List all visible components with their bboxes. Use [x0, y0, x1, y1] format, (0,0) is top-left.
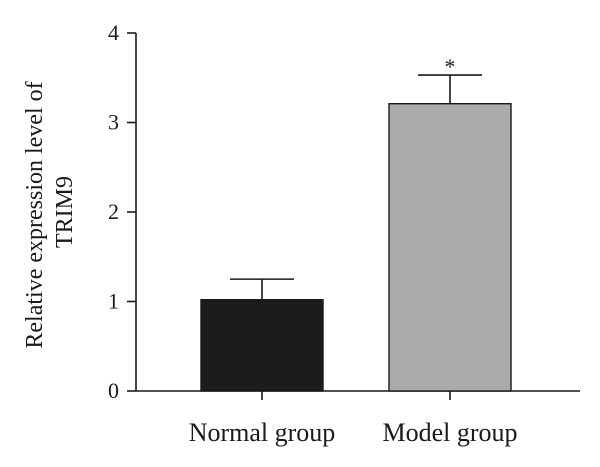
y-axis-title-line-1: Relative expression level of — [22, 81, 48, 348]
y-tick-label-0: 0 — [108, 378, 119, 403]
y-tick-label-1: 1 — [108, 289, 119, 314]
y-tick-label-4: 4 — [108, 20, 119, 45]
y-tick-label-3: 3 — [108, 110, 119, 135]
y-axis-title-line-2: TRIM9 — [52, 176, 78, 248]
axes: 0 1 2 3 4 Normal group Model group — [108, 20, 580, 447]
bars: * — [200, 54, 512, 392]
category-label-0: Normal group — [189, 418, 336, 447]
category-label-1: Model group — [382, 418, 517, 447]
y-axis-title: Relative expression level of TRIM9 — [22, 75, 78, 348]
y-tick-label-2: 2 — [108, 199, 119, 224]
significance-marker-1: * — [445, 54, 456, 79]
bar-0 — [200, 299, 324, 392]
bar-1 — [388, 103, 512, 392]
